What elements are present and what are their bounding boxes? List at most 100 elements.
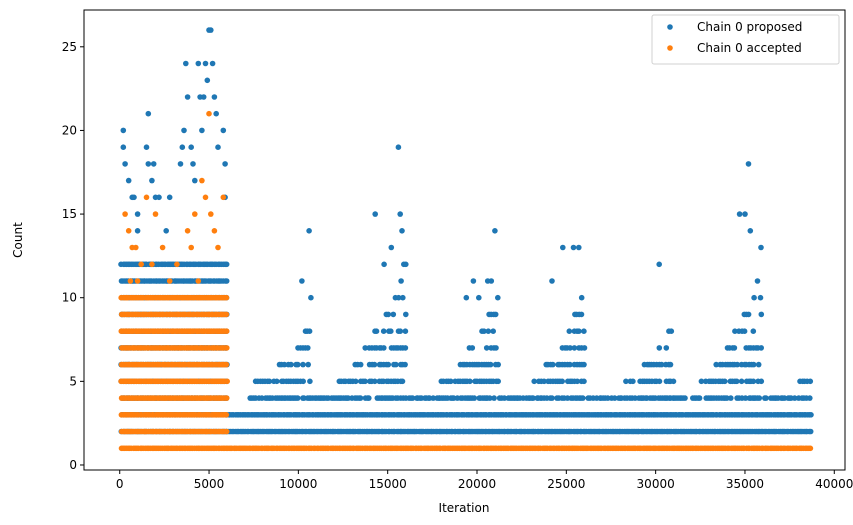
proposed-point	[487, 395, 493, 401]
proposed-point	[211, 94, 218, 100]
proposed-point	[184, 94, 191, 100]
proposed-point	[808, 412, 814, 418]
accepted-point	[215, 244, 221, 251]
proposed-point	[156, 194, 162, 201]
proposed-point	[722, 378, 728, 385]
proposed-point	[295, 361, 301, 368]
accepted-point	[174, 261, 180, 268]
proposed-point	[560, 244, 566, 251]
proposed-point	[791, 395, 798, 401]
proposed-point	[366, 395, 372, 401]
proposed-point	[495, 294, 501, 301]
y-tick-label: 15	[62, 207, 77, 221]
accepted-point	[149, 261, 155, 268]
proposed-point	[399, 228, 405, 234]
accepted-point	[208, 211, 214, 217]
proposed-point	[567, 345, 573, 351]
x-axis: 0 5000 10000 15000 20000 25000 30000 35000 40000	[116, 470, 853, 491]
proposed-point	[487, 361, 494, 368]
proposed-point	[495, 361, 502, 368]
proposed-point	[757, 294, 764, 301]
proposed-point	[682, 395, 688, 401]
y-axis-label: Count	[11, 222, 25, 258]
accepted-point	[199, 177, 205, 184]
proposed-point	[567, 361, 573, 368]
proposed-point	[656, 378, 663, 385]
proposed-point	[570, 244, 577, 251]
x-tick-label: 15000	[369, 477, 407, 491]
proposed-point	[381, 261, 387, 268]
proposed-point	[448, 378, 454, 385]
y-tick-label: 20	[62, 123, 77, 137]
proposed-point	[485, 328, 492, 335]
proposed-point	[352, 378, 359, 385]
proposed-point	[571, 345, 578, 351]
proposed-point	[541, 378, 547, 385]
proposed-point	[134, 211, 141, 217]
accepted-point	[125, 228, 132, 234]
proposed-point	[550, 361, 556, 368]
proposed-point	[190, 161, 196, 167]
proposed-point	[300, 378, 307, 385]
proposed-point	[724, 395, 730, 401]
proposed-point	[623, 378, 629, 385]
y-tick-label: 25	[62, 40, 77, 54]
legend-label-proposed: Chain 0 proposed	[697, 20, 802, 34]
accepted-point	[134, 278, 141, 284]
proposed-point	[467, 378, 473, 385]
accepted-point	[159, 244, 166, 251]
proposed-point	[372, 211, 379, 217]
proposed-point	[492, 311, 499, 318]
proposed-point	[199, 127, 205, 134]
proposed-point	[357, 361, 364, 368]
proposed-point	[581, 328, 587, 335]
proposed-point	[630, 378, 636, 385]
proposed-point	[747, 228, 754, 234]
proposed-point	[306, 328, 313, 335]
proposed-point	[399, 378, 406, 385]
proposed-point	[403, 311, 409, 318]
proposed-point	[299, 278, 305, 284]
proposed-point	[371, 361, 378, 368]
proposed-point	[385, 311, 392, 318]
proposed-point	[656, 345, 663, 351]
accepted-point	[224, 378, 230, 385]
proposed-point	[395, 294, 402, 301]
proposed-point	[397, 211, 404, 217]
legend-marker-accepted	[667, 45, 673, 51]
x-axis-label: Iteration	[439, 501, 490, 515]
proposed-point	[758, 345, 764, 351]
proposed-point	[398, 278, 404, 284]
proposed-point	[125, 177, 132, 184]
proposed-point	[200, 94, 207, 100]
proposed-point	[463, 294, 470, 301]
proposed-point	[300, 361, 306, 368]
proposed-point	[381, 345, 387, 351]
proposed-point	[581, 361, 587, 368]
proposed-point	[611, 395, 618, 401]
proposed-point	[134, 228, 141, 234]
proposed-point	[362, 345, 369, 351]
accepted-point	[223, 328, 230, 335]
proposed-point	[390, 311, 397, 318]
accepted-point	[127, 278, 134, 284]
proposed-point	[202, 60, 209, 67]
proposed-point	[177, 161, 184, 167]
x-tick-label: 20000	[458, 477, 496, 491]
proposed-point	[145, 161, 152, 167]
x-tick-label: 25000	[547, 477, 585, 491]
x-tick-label: 5000	[194, 477, 225, 491]
proposed-point	[476, 294, 482, 301]
proposed-point	[756, 395, 763, 401]
proposed-point	[481, 328, 487, 335]
proposed-point	[274, 378, 280, 385]
proposed-point	[401, 261, 407, 268]
proposed-point	[306, 228, 312, 234]
proposed-point	[758, 311, 765, 318]
proposed-point	[750, 328, 757, 335]
proposed-point	[745, 311, 752, 318]
proposed-point	[488, 278, 495, 284]
proposed-point	[120, 144, 127, 150]
legend-marker-proposed	[667, 24, 673, 30]
